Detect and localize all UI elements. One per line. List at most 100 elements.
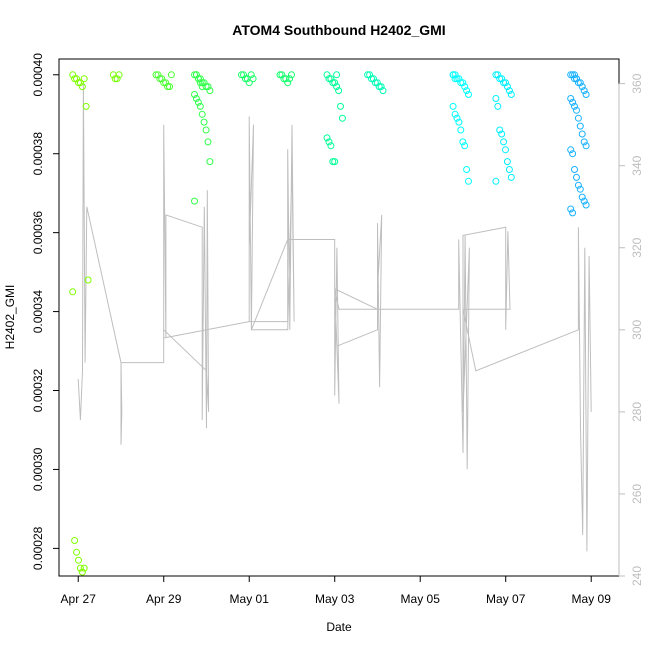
data-point — [457, 126, 465, 134]
data-point — [364, 71, 372, 79]
data-point — [194, 75, 202, 83]
data-point — [245, 79, 253, 87]
data-point — [335, 87, 343, 95]
data-point — [567, 205, 575, 213]
data-point — [453, 114, 461, 122]
data-point — [582, 201, 590, 209]
data-point — [567, 95, 575, 102]
data-point — [196, 75, 204, 83]
data-point — [194, 98, 202, 106]
data-point — [200, 118, 208, 126]
x-tick-label: May 07 — [486, 592, 526, 606]
data-point — [333, 71, 341, 79]
data-point — [451, 110, 459, 118]
data-point — [80, 75, 88, 83]
data-point — [323, 134, 331, 142]
data-point — [576, 122, 584, 130]
data-point — [569, 98, 577, 106]
data-point — [202, 83, 210, 91]
data-point — [449, 102, 457, 110]
chart-title: ATOM4 Southbound H2402_GMI — [232, 22, 445, 38]
data-point — [80, 564, 88, 572]
data-point — [84, 276, 92, 284]
x-axis: Apr 27 Apr 29 May 01 May 03 May 05 May 07 May … — [61, 575, 611, 606]
y-tick-label: 0.00040 — [31, 53, 45, 97]
data-point — [191, 71, 198, 79]
y-tick-label: 0.00030 — [31, 447, 45, 491]
data-point — [286, 75, 294, 83]
data-point — [249, 75, 257, 83]
data-point — [576, 185, 584, 193]
y2-tick-label: 260 — [630, 484, 644, 504]
data-point — [494, 102, 502, 110]
data-point — [505, 87, 513, 95]
data-point — [325, 75, 333, 83]
y2-tick-label: 340 — [630, 155, 644, 175]
data-point — [192, 95, 200, 102]
data-point — [496, 126, 504, 134]
y-tick-label: 0.00032 — [31, 368, 45, 412]
data-point — [206, 158, 214, 166]
data-point — [162, 79, 170, 87]
data-point — [238, 71, 245, 79]
data-point — [204, 138, 212, 146]
y2-tick-label: 280 — [630, 402, 644, 422]
data-point — [494, 71, 502, 79]
data-point — [323, 71, 331, 79]
data-point — [449, 71, 457, 79]
data-point — [240, 71, 247, 79]
data-point — [115, 71, 123, 79]
data-point — [451, 71, 459, 79]
data-point — [461, 83, 469, 91]
data-point — [276, 71, 284, 79]
data-point — [160, 79, 168, 87]
data-point — [571, 166, 578, 173]
data-point — [375, 83, 383, 91]
data-point — [282, 75, 290, 83]
y-axis-right: 240 260 280 300 320 340 360 — [618, 73, 644, 586]
y-axis-label: H2402_GMI — [3, 285, 17, 350]
y2-tick-label: 360 — [630, 73, 644, 93]
data-point — [73, 548, 80, 556]
y-tick-label: 0.00038 — [31, 132, 45, 176]
data-point — [502, 79, 509, 87]
data-point — [569, 71, 577, 79]
data-point — [492, 95, 500, 102]
data-point — [333, 83, 341, 91]
x-tick-label: May 03 — [315, 592, 355, 606]
data-point — [496, 75, 504, 83]
data-point — [206, 87, 214, 95]
data-point — [196, 102, 204, 110]
data-point — [574, 79, 582, 87]
data-point — [368, 75, 375, 83]
data-point — [191, 91, 198, 98]
x-tick-label: Apr 29 — [146, 592, 182, 606]
x-tick-label: May 05 — [401, 592, 441, 606]
data-point — [457, 79, 465, 87]
data-point — [459, 138, 467, 146]
data-point — [198, 79, 206, 87]
data-point — [158, 75, 166, 83]
data-point — [498, 75, 506, 83]
y-axis-left: 0.00028 0.00030 0.00032 0.00034 0.00036 0.000… — [31, 53, 60, 570]
data-point — [571, 71, 578, 79]
data-point — [503, 158, 511, 166]
data-point — [288, 71, 295, 79]
data-point — [463, 166, 471, 173]
data-point — [573, 75, 580, 83]
y-tick-label: 0.00034 — [31, 290, 45, 334]
data-point — [576, 79, 584, 87]
x-tick-label: Apr 27 — [61, 592, 97, 606]
data-point — [573, 106, 580, 114]
data-point — [76, 79, 84, 87]
x-tick-label: May 01 — [230, 592, 270, 606]
data-point — [580, 87, 588, 95]
data-point — [455, 118, 463, 126]
scatter-points-layer — [69, 71, 590, 576]
data-point — [567, 71, 575, 79]
data-point — [73, 75, 80, 83]
data-point — [82, 102, 90, 110]
